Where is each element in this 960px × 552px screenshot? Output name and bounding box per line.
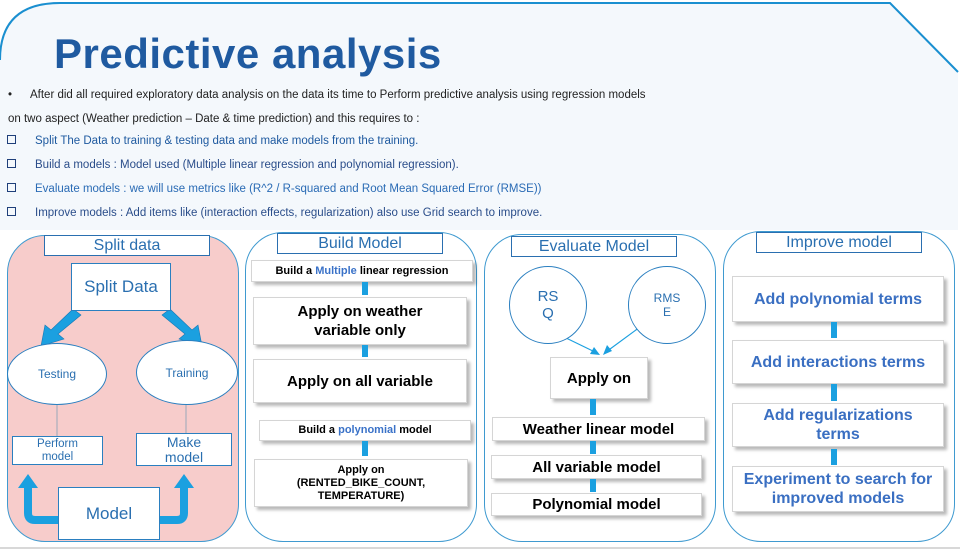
page-title: Predictive analysis (54, 30, 442, 77)
apply-poly-line-1: Apply on (337, 463, 385, 476)
training-ellipse: Training (136, 340, 238, 405)
intro-line-2: on two aspect (Weather prediction – Date… (8, 113, 420, 125)
build-mlr-pre: Build a (275, 264, 316, 277)
make-model-line-1: Make (166, 433, 202, 450)
step-improve: Improve models : Add items like (interac… (7, 207, 542, 219)
perform-model-line-1: Perform (37, 437, 78, 450)
build-model-title: Build Model (277, 233, 443, 254)
connector (362, 441, 368, 456)
evaluate-model-panel (484, 234, 716, 542)
apply-weather-line-2: variable only (314, 322, 406, 339)
build-poly-box: Build a polynomial model (259, 420, 471, 441)
add-polynomial-terms-box: Add polynomial terms (732, 276, 944, 322)
step-evaluate-text: Evaluate models : we will use metrics li… (35, 183, 542, 195)
connector (362, 345, 368, 357)
build-poly-highlight: polynomial (338, 424, 397, 436)
rsq-metric-circle: RS Q (509, 266, 587, 344)
connector (831, 384, 837, 401)
rmse-line-1: RMS (653, 291, 681, 305)
testing-ellipse: Testing (7, 343, 107, 405)
apply-weather-box: Apply on weather variable only (253, 297, 467, 345)
add-interactions-terms-box: Add interactions terms (732, 340, 944, 384)
improve-model-title: Improve model (756, 232, 922, 253)
model-box: Model (58, 487, 160, 540)
step-split-text: Split The Data to training & testing dat… (35, 135, 419, 147)
all-variable-model-box: All variable model (491, 455, 702, 479)
improve-model-panel (723, 231, 955, 542)
split-data-title: Split data (44, 235, 210, 256)
connector (831, 449, 837, 465)
apply-weather-line-1: Apply on weather (297, 303, 423, 320)
checkbox-bullet-icon (7, 183, 16, 193)
build-model-panel (245, 232, 477, 542)
perform-model-box: Perform model (12, 436, 103, 465)
rsq-line-1: RS (537, 288, 559, 305)
step-build: Build a models : Model used (Multiple li… (7, 159, 459, 171)
split-data-box: Split Data (71, 263, 171, 311)
connector (831, 322, 837, 338)
connector (590, 441, 596, 454)
apply-poly-line-2: (RENTED_BIKE_COUNT, (296, 476, 426, 489)
experiment-search-line-1: Experiment to search for (743, 471, 933, 488)
build-poly-pre: Build a (298, 424, 339, 436)
intro-bullet: • (8, 89, 13, 101)
build-mlr-highlight: Multiple (315, 264, 357, 277)
make-model-line-2: model (164, 448, 204, 465)
weather-linear-model-box: Weather linear model (492, 417, 705, 441)
rmse-line-2: E (662, 305, 671, 319)
polynomial-model-box: Polynomial model (491, 493, 702, 516)
build-mlr-post: linear regression (356, 264, 449, 277)
connector (590, 399, 596, 415)
connector (362, 282, 368, 295)
apply-poly-line-3: TEMPERATURE) (317, 489, 405, 502)
apply-poly-box: Apply on (RENTED_BIKE_COUNT, TEMPERATURE… (254, 459, 468, 507)
perform-model-line-2: model (41, 450, 74, 463)
add-regularizations-line-1: Add regularizations (763, 407, 913, 424)
step-improve-text: Improve models : Add items like (interac… (35, 207, 543, 219)
apply-all-box: Apply on all variable (253, 359, 467, 403)
add-regularizations-line-2: terms (816, 426, 860, 443)
step-build-text: Build a models : Model used (Multiple li… (35, 159, 459, 171)
make-model-box: Make model (136, 433, 232, 466)
connector (590, 479, 596, 492)
intro-line-1: After did all required exploratory data … (30, 89, 646, 101)
build-poly-post: model (396, 424, 432, 436)
checkbox-bullet-icon (7, 159, 16, 169)
build-mlr-box: Build a Multiple linear regression (251, 260, 473, 282)
step-split: Split The Data to training & testing dat… (7, 135, 418, 147)
experiment-search-line-2: improved models (771, 490, 905, 507)
rmse-metric-circle: RMS E (628, 266, 706, 344)
step-evaluate: Evaluate models : we will use metrics li… (7, 183, 541, 195)
checkbox-bullet-icon (7, 135, 16, 145)
evaluate-model-title: Evaluate Model (511, 236, 677, 257)
apply-on-box: Apply on (550, 357, 648, 399)
add-regularizations-terms-box: Add regularizations terms (732, 403, 944, 447)
checkbox-bullet-icon (7, 207, 16, 217)
add-interactions-terms-text: Add interactions terms (750, 353, 926, 371)
add-polynomial-terms-text: Add polynomial terms (753, 290, 923, 308)
rsq-line-2: Q (542, 305, 554, 322)
experiment-search-box: Experiment to search for improved models (732, 466, 944, 512)
